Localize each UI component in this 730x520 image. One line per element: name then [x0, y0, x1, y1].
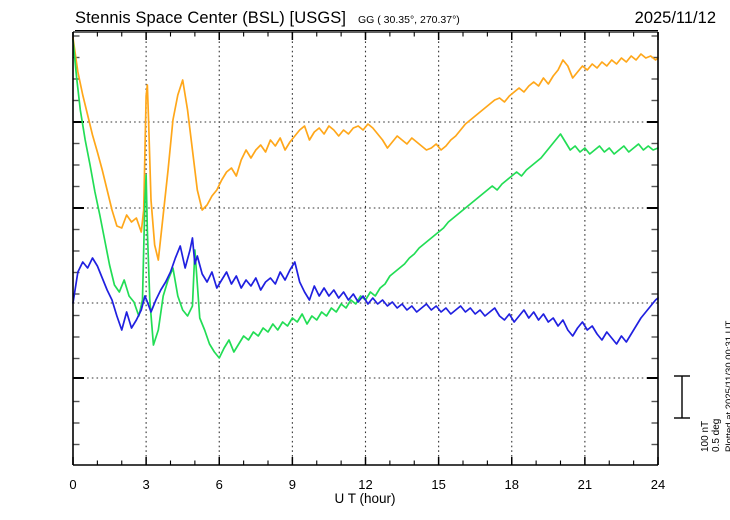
x-tick-label: 24: [651, 477, 665, 492]
x-tick-label: 3: [143, 477, 150, 492]
scale-bar: [674, 375, 690, 419]
geographic-coordinates: GG ( 30.35°, 270.37°): [358, 14, 460, 26]
grid-layer: [73, 32, 658, 465]
x-tick-label: 0: [69, 477, 76, 492]
scale-bar-deg-label: 0.5 deg: [711, 418, 722, 452]
x-tick-label: 12: [358, 477, 372, 492]
scale-bar-nt-label: 100 nT: [700, 420, 711, 452]
title-divider: [75, 30, 658, 31]
page-title: Stennis Space Center (BSL) [USGS]: [75, 9, 347, 27]
plot-frame: [72, 31, 659, 466]
x-axis-tick-labels: 0 3 6 9 12 15 18 21 24: [69, 477, 665, 492]
x-tick-label: 6: [216, 477, 223, 492]
x-axis-title: U T (hour): [334, 491, 395, 506]
trace-h: [72, 39, 659, 359]
observation-date: 2025/11/12: [634, 9, 716, 27]
x-tick-label: 9: [289, 477, 296, 492]
trace-d: [72, 237, 659, 345]
trace-f: [72, 37, 659, 261]
x-tick-label: 15: [431, 477, 445, 492]
x-tick-label: 21: [578, 477, 592, 492]
title-bar: Stennis Space Center (BSL) [USGS] GG ( 3…: [0, 0, 730, 31]
plotted-at-caption: Plotted at 2025/11/30 00:31 UT: [724, 320, 730, 452]
x-tick-label: 18: [505, 477, 519, 492]
series-layer: [72, 37, 659, 359]
